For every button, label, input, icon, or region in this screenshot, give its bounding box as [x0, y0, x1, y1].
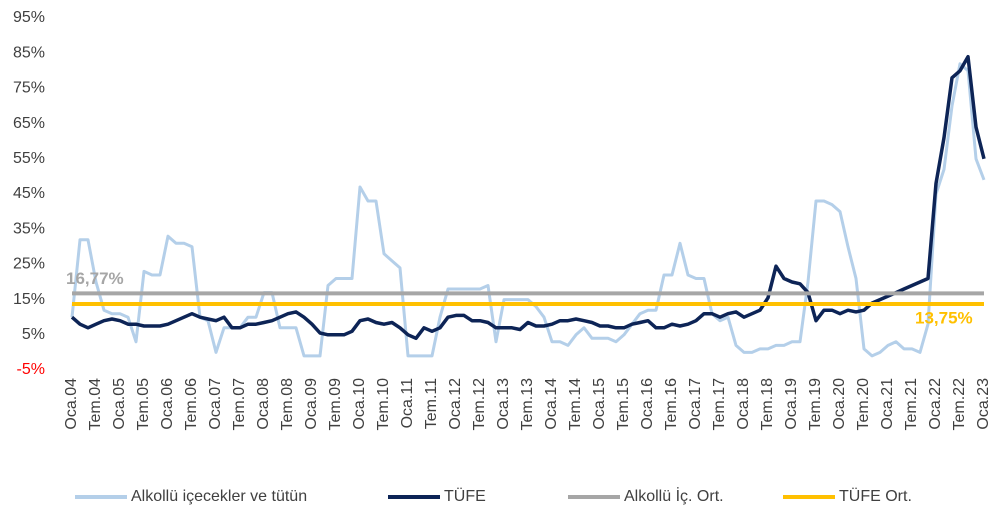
x-tick-label: Tem.16 — [663, 378, 680, 431]
x-tick-label: Tem.08 — [279, 378, 296, 431]
x-tick-label: Tem.11 — [423, 378, 440, 429]
x-tick-label: Tem.06 — [183, 378, 200, 431]
x-tick-label: Oca.17 — [687, 378, 704, 430]
x-tick-label: Tem.17 — [711, 378, 728, 431]
x-tick-label: Oca.04 — [63, 378, 80, 430]
x-tick-label: Tem.15 — [615, 378, 632, 431]
x-tick-label: Oca.23 — [975, 378, 992, 430]
x-tick-label: Tem.13 — [519, 378, 536, 431]
x-tick-label: Oca.05 — [111, 378, 128, 430]
x-tick-label: Oca.15 — [591, 378, 608, 430]
x-tick-label: Tem.04 — [87, 378, 104, 431]
legend-label: Alkollü içecekler ve tütün — [131, 488, 307, 505]
x-tick-label: Tem.14 — [567, 378, 584, 431]
y-tick-label: 25% — [13, 256, 45, 273]
x-tick-label: Oca.07 — [207, 378, 224, 430]
reference-label: 16,77% — [66, 269, 124, 288]
series-line — [70, 54, 986, 341]
x-tick-label: Oca.16 — [639, 378, 656, 430]
x-tick-label: Oca.06 — [159, 378, 176, 430]
x-tick-label: Oca.12 — [447, 378, 464, 430]
legend-label: Alkollü İç. Ort. — [624, 486, 724, 505]
x-tick-label: Tem.21 — [903, 378, 920, 431]
x-tick-label: Oca.08 — [255, 378, 272, 430]
series-line — [70, 62, 986, 358]
x-tick-label: Oca.22 — [927, 378, 944, 430]
y-tick-label: 95% — [13, 9, 45, 26]
y-tick-label: -5% — [17, 361, 45, 378]
x-tick-label: Oca.09 — [303, 378, 320, 430]
x-tick-label: Oca.14 — [543, 378, 560, 430]
x-tick-label: Oca.10 — [351, 378, 368, 430]
x-tick-label: Tem.12 — [471, 378, 488, 431]
y-tick-label: 85% — [13, 44, 45, 61]
x-tick-label: Tem.20 — [855, 378, 872, 431]
legend-label: TÜFE — [444, 487, 486, 505]
y-tick-label: 45% — [13, 185, 45, 202]
x-tick-label: Tem.18 — [759, 378, 776, 431]
x-tick-label: Oca.11 — [399, 378, 416, 429]
x-tick-label: Tem.19 — [807, 378, 824, 431]
y-tick-label: 75% — [13, 80, 45, 97]
y-tick-label: 5% — [22, 326, 45, 343]
y-tick-label: 35% — [13, 220, 45, 237]
reference-label: 13,75% — [915, 308, 973, 327]
x-tick-label: Oca.18 — [735, 378, 752, 430]
x-tick-label: Oca.13 — [495, 378, 512, 430]
x-tick-label: Oca.19 — [783, 378, 800, 430]
y-tick-label: 15% — [13, 291, 45, 308]
x-tick-label: Tem.07 — [231, 378, 248, 431]
y-tick-label: 65% — [13, 115, 45, 132]
x-tick-label: Tem.10 — [375, 378, 392, 431]
x-tick-label: Oca.21 — [879, 378, 896, 430]
x-tick-label: Tem.22 — [951, 378, 968, 431]
x-tick-label: Tem.09 — [327, 378, 344, 431]
y-tick-label: 55% — [13, 150, 45, 167]
x-tick-label: Oca.20 — [831, 378, 848, 430]
x-tick-label: Tem.05 — [135, 378, 152, 431]
legend-label: TÜFE Ort. — [839, 487, 912, 505]
